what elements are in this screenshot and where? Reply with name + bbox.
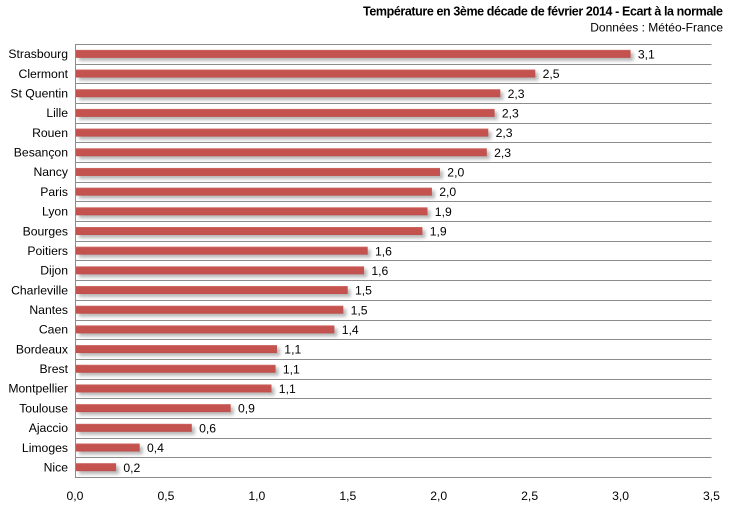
svg-text:1,4: 1,4: [342, 323, 359, 337]
svg-text:1,5: 1,5: [339, 489, 356, 503]
svg-text:Nantes: Nantes: [29, 303, 68, 317]
svg-text:3,1: 3,1: [638, 47, 655, 61]
svg-text:2,5: 2,5: [521, 489, 538, 503]
svg-text:Dijon: Dijon: [40, 264, 68, 278]
svg-text:2,3: 2,3: [496, 126, 513, 140]
svg-text:1,1: 1,1: [284, 343, 301, 357]
svg-text:Données : Météo-France: Données : Météo-France: [590, 21, 723, 35]
svg-text:2,3: 2,3: [494, 146, 511, 160]
svg-text:1,1: 1,1: [279, 382, 296, 396]
svg-text:St Quentin: St Quentin: [10, 87, 68, 101]
svg-text:1,6: 1,6: [371, 264, 388, 278]
svg-text:1,9: 1,9: [430, 225, 447, 239]
svg-text:2,0: 2,0: [439, 185, 456, 199]
svg-text:3,5: 3,5: [703, 489, 720, 503]
svg-text:2,0: 2,0: [447, 166, 464, 180]
svg-text:1,6: 1,6: [375, 244, 392, 258]
svg-text:Poitiers: Poitiers: [27, 244, 68, 258]
svg-text:1,0: 1,0: [248, 489, 265, 503]
svg-text:Lyon: Lyon: [42, 205, 68, 219]
svg-text:Paris: Paris: [40, 185, 68, 199]
svg-text:Bordeaux: Bordeaux: [16, 342, 68, 356]
svg-text:Nice: Nice: [44, 460, 69, 474]
svg-text:1,1: 1,1: [283, 362, 300, 376]
svg-text:2,5: 2,5: [543, 67, 560, 81]
svg-text:2,3: 2,3: [502, 106, 519, 120]
svg-text:2,0: 2,0: [430, 489, 447, 503]
svg-text:Limoges: Limoges: [22, 441, 68, 455]
svg-text:0,9: 0,9: [238, 402, 255, 416]
svg-text:Strasbourg: Strasbourg: [8, 47, 68, 61]
svg-text:0,4: 0,4: [147, 441, 164, 455]
svg-text:Température en 3ème décade de: Température en 3ème décade de février 20…: [363, 4, 723, 18]
svg-text:Clermont: Clermont: [19, 67, 69, 81]
svg-text:Toulouse: Toulouse: [19, 401, 68, 415]
svg-text:Nancy: Nancy: [33, 165, 68, 179]
svg-text:Besançon: Besançon: [14, 146, 68, 160]
svg-text:1,9: 1,9: [435, 205, 452, 219]
svg-text:Ajaccio: Ajaccio: [29, 421, 69, 435]
svg-text:3,0: 3,0: [612, 489, 629, 503]
svg-text:0,0: 0,0: [67, 489, 84, 503]
svg-text:Brest: Brest: [40, 362, 69, 376]
svg-text:Caen: Caen: [39, 323, 68, 337]
svg-text:Rouen: Rouen: [32, 126, 68, 140]
svg-text:0,2: 0,2: [123, 461, 140, 475]
svg-text:Charleville: Charleville: [11, 283, 68, 297]
svg-text:Bourges: Bourges: [23, 224, 68, 238]
svg-text:0,6: 0,6: [199, 421, 216, 435]
svg-text:2,3: 2,3: [508, 87, 525, 101]
svg-text:1,5: 1,5: [355, 284, 372, 298]
svg-text:1,5: 1,5: [351, 303, 368, 317]
svg-text:0,5: 0,5: [157, 489, 174, 503]
svg-text:Montpellier: Montpellier: [8, 382, 68, 396]
svg-text:Lille: Lille: [46, 106, 68, 120]
